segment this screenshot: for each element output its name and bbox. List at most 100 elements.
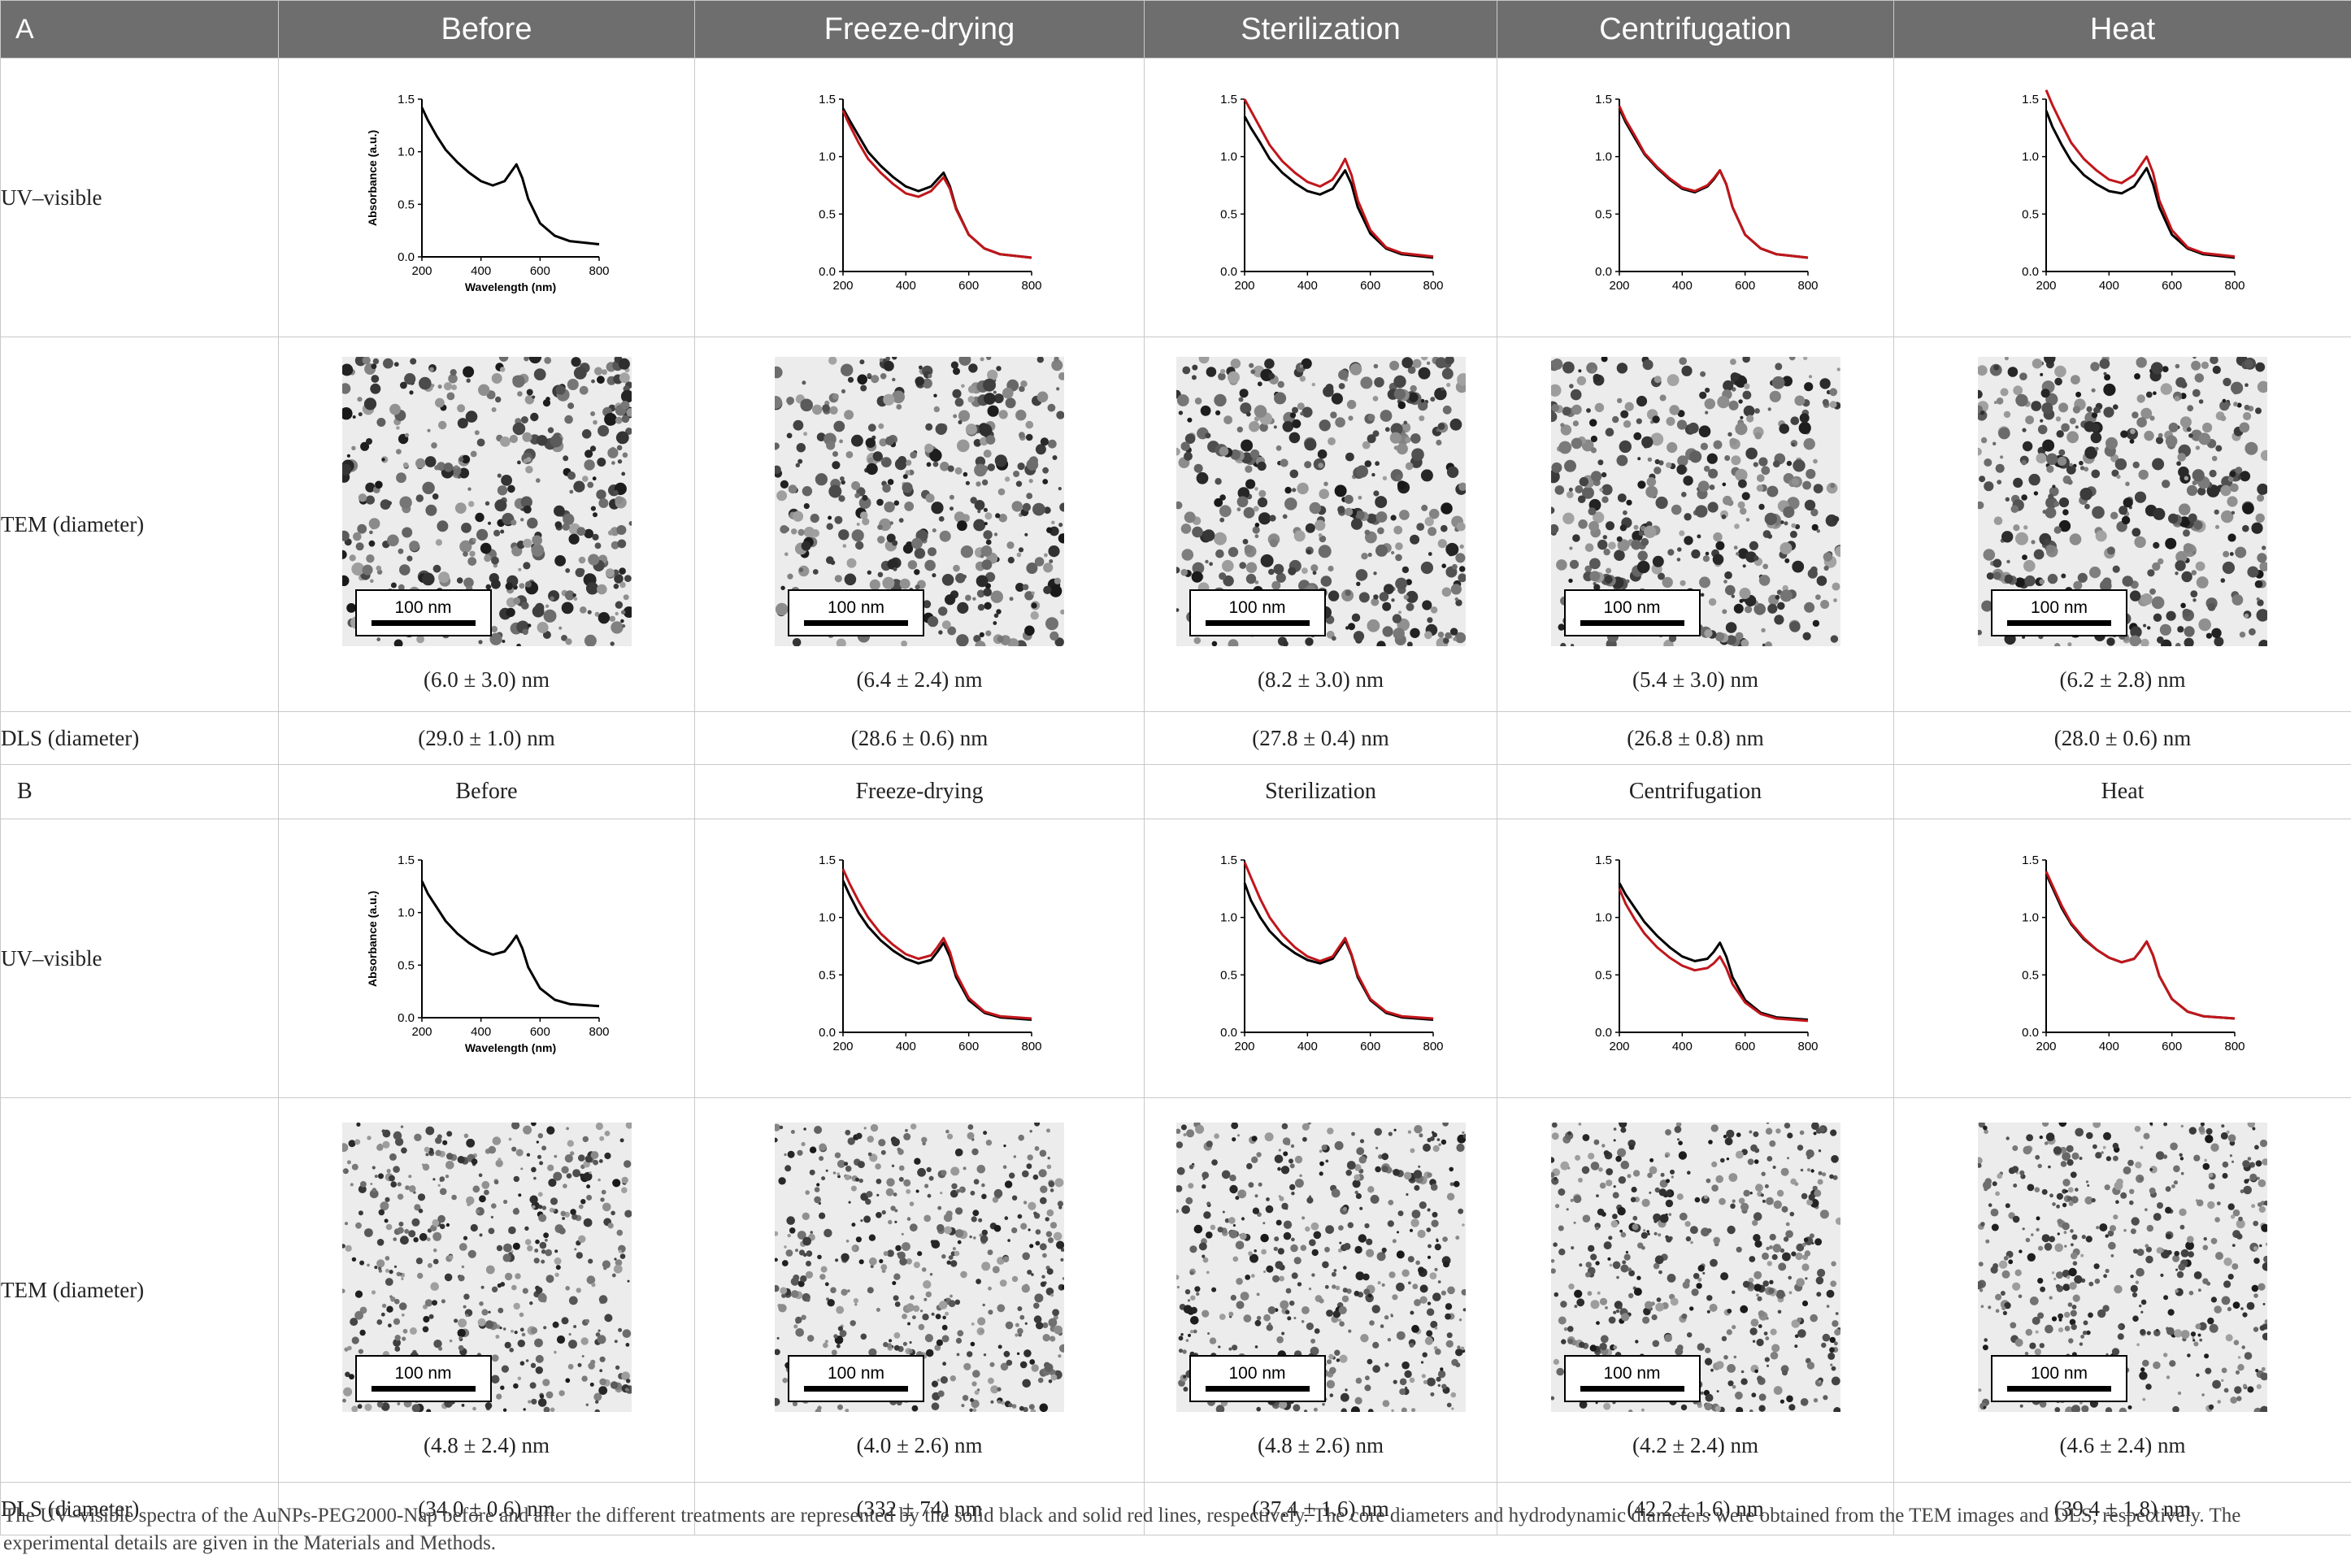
- x-tick-label: 200: [1609, 279, 1629, 293]
- x-tick-label: 400: [1297, 1040, 1317, 1053]
- tem-image-b-centrifugation: 100 nm: [1550, 1122, 1840, 1412]
- scale-bar: 100 nm: [354, 589, 492, 636]
- uv-chart-svg: 200 400 600 800 0.0 0.5 1.0 1.5: [819, 93, 1041, 293]
- y-tick-label: 1.5: [1595, 853, 1612, 867]
- tem-image-a-sterilization: 100 nm: [1176, 356, 1466, 646]
- y-tick-label: 1.0: [1220, 150, 1237, 164]
- y-tick-label: 0.5: [2022, 968, 2039, 982]
- results-table: A Before Freeze-drying Sterilization Cen…: [0, 0, 2351, 1535]
- tem-image-a-before: 100 nm: [341, 356, 632, 646]
- tem-value: (6.2 ± 2.8) nm: [2059, 667, 2186, 692]
- scale-bar-label: 100 nm: [827, 1364, 885, 1383]
- column-header-centrifugation: Centrifugation: [1497, 0, 1894, 59]
- uv-chart-svg: 200 400 600 800 0.0 0.5 1.0 1.5: [2022, 853, 2245, 1053]
- y-tick-label: 1.0: [2022, 911, 2039, 925]
- y-tick-label: 0.5: [1220, 968, 1237, 982]
- scale-bar: 100 nm: [1991, 1354, 2127, 1402]
- y-tick-label: 0.5: [2022, 207, 2039, 221]
- dls-value: (34.0 ± 0.6) nm: [278, 1482, 695, 1535]
- x-tick-label: 600: [2162, 279, 2182, 293]
- y-tick-label: 1.0: [398, 906, 415, 920]
- scale-bar: 100 nm: [1189, 1354, 1326, 1402]
- series-line-before: [2045, 873, 2236, 1020]
- tem-value: (4.8 ± 2.6) nm: [1257, 1432, 1384, 1457]
- y-tick-label: 1.0: [1220, 911, 1237, 925]
- scale-bar-label: 100 nm: [394, 598, 452, 617]
- tem-value: (4.6 ± 2.4) nm: [2059, 1432, 2186, 1457]
- x-axis-label: Wavelength (nm): [464, 280, 555, 293]
- y-tick-label: 0.0: [1595, 1026, 1612, 1040]
- x-tick-label: 400: [1671, 1040, 1692, 1053]
- dls-value: (26.8 ± 0.8) nm: [1497, 711, 1894, 765]
- y-tick-label: 1.0: [819, 911, 836, 925]
- uv-row-a: UV–visible 200 400 600 800 0.0 0.5 1.0 1.5 Wavel…: [0, 58, 2351, 337]
- tem-value: (4.0 ± 2.6) nm: [856, 1432, 983, 1457]
- y-tick-label: 1.5: [819, 93, 836, 106]
- scale-bar: 100 nm: [1563, 589, 1701, 636]
- y-tick-label: 1.5: [398, 853, 415, 867]
- scale-bar: 100 nm: [788, 1354, 924, 1402]
- uv-chart-b-heat: 200 400 600 800 0.0 0.5 1.0 1.5: [1894, 849, 2351, 1068]
- y-tick-label: 1.5: [398, 93, 415, 106]
- scale-bar: 100 nm: [1563, 1354, 1701, 1402]
- series-line-before: [1618, 882, 1808, 1021]
- dls-row-label: DLS (diameter): [0, 711, 279, 765]
- y-axis-label: Absorbance (a.u.): [366, 891, 379, 987]
- tem-particles: [1176, 1122, 1466, 1412]
- scale-bar-label: 100 nm: [394, 1364, 452, 1383]
- tem-image-b-heat: 100 nm: [1978, 1122, 2267, 1412]
- dls-value: (39.4 ± 1.8) nm: [1893, 1482, 2351, 1535]
- x-tick-label: 600: [958, 279, 979, 293]
- x-tick-label: 200: [2036, 1040, 2056, 1053]
- scale-bar-label: 100 nm: [1603, 598, 1661, 617]
- y-tick-label: 0.0: [1220, 1026, 1237, 1040]
- column-label-centrifugation: Centrifugation: [1497, 764, 1894, 819]
- x-tick-label: 600: [2162, 1040, 2182, 1053]
- x-tick-label: 600: [1735, 279, 1755, 293]
- x-axis-label: Wavelength (nm): [464, 1041, 555, 1054]
- x-tick-label: 800: [2224, 279, 2245, 293]
- uv-chart-svg: 200 400 600 800 0.0 0.5 1.0 1.5: [1595, 853, 1818, 1053]
- y-tick-label: 1.5: [819, 853, 836, 867]
- y-tick-label: 0.5: [819, 968, 836, 982]
- y-tick-label: 0.0: [819, 1026, 836, 1040]
- x-tick-label: 200: [832, 1040, 853, 1053]
- y-tick-label: 1.0: [1595, 911, 1612, 925]
- y-tick-label: 1.0: [1595, 150, 1612, 164]
- column-header-freeze-drying: Freeze-drying: [694, 0, 1145, 59]
- dls-value: (37.4 ± 1.6) nm: [1144, 1482, 1497, 1535]
- y-tick-label: 1.5: [2022, 853, 2039, 867]
- scale-bar-label: 100 nm: [1603, 1364, 1661, 1383]
- x-tick-label: 400: [1671, 279, 1692, 293]
- scale-bar: 100 nm: [1189, 589, 1326, 636]
- x-tick-label: 800: [1021, 1040, 1041, 1053]
- tem-row-a: TEM (diameter) 100 nm (6.0 ± 3.0) nm 100 …: [0, 337, 2351, 712]
- tem-value: (4.8 ± 2.4) nm: [423, 1432, 550, 1457]
- uv-chart-svg: 200 400 600 800 0.0 0.5 1.0 1.5: [819, 853, 1041, 1053]
- x-tick-label: 400: [896, 279, 916, 293]
- series-line-after: [1618, 105, 1808, 259]
- x-tick-label: 800: [589, 1025, 609, 1039]
- uv-chart-b-sterilization: 200 400 600 800 0.0 0.5 1.0 1.5: [1145, 849, 1497, 1068]
- dls-value: (28.6 ± 0.6) nm: [694, 711, 1145, 765]
- x-tick-label: 600: [529, 1025, 550, 1039]
- x-tick-label: 800: [589, 264, 609, 278]
- tem-image-b-freeze-drying: 100 nm: [775, 1122, 1064, 1412]
- x-tick-label: 400: [1297, 279, 1317, 293]
- dls-value: (29.0 ± 1.0) nm: [278, 711, 695, 765]
- y-tick-label: 0.0: [2022, 1026, 2039, 1040]
- x-tick-label: 800: [2224, 1040, 2245, 1053]
- y-tick-label: 0.5: [1595, 968, 1612, 982]
- x-tick-label: 600: [1735, 1040, 1755, 1053]
- x-tick-label: 200: [832, 279, 853, 293]
- scale-bar-label: 100 nm: [827, 598, 885, 617]
- series-line-before: [841, 880, 1032, 1021]
- tem-particles: [1978, 1122, 2267, 1412]
- y-tick-label: 1.5: [1595, 93, 1612, 106]
- y-tick-label: 0.5: [398, 198, 415, 211]
- uv-chart-svg: 200 400 600 800 0.0 0.5 1.0 1.5 Wavelength (nm) A…: [366, 93, 609, 293]
- uv-chart-b-centrifugation: 200 400 600 800 0.0 0.5 1.0 1.5: [1497, 849, 1893, 1068]
- x-tick-label: 600: [1360, 279, 1380, 293]
- x-tick-label: 400: [896, 1040, 916, 1053]
- column-label-sterilization: Sterilization: [1144, 764, 1497, 819]
